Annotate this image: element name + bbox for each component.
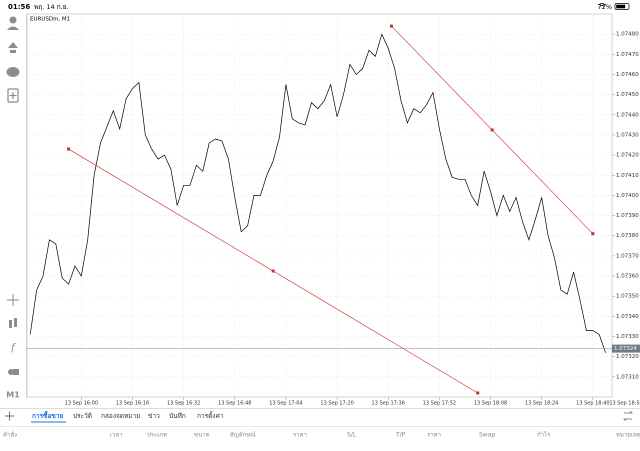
battery-level: [616, 4, 626, 9]
indicators-icon[interactable]: f: [10, 343, 17, 354]
x-tick-label: 13 Sep 18:40: [576, 401, 609, 407]
column-header: S/L: [347, 432, 357, 439]
tab[interactable]: บันทึก: [169, 412, 186, 420]
x-tick-label: 13 Sep 16:48: [218, 401, 251, 407]
y-tick-label: 1.07410: [616, 173, 639, 179]
plot: 1.07324: [27, 24, 640, 395]
new-order-icon[interactable]: [7, 88, 19, 103]
y-tick-label: 1.07450: [616, 92, 639, 98]
column-header: คำสั่ง: [3, 431, 17, 439]
status-time: 01:56: [8, 3, 30, 11]
trend-handle: [591, 232, 595, 236]
tab[interactable]: ข่าว: [148, 412, 160, 420]
battery-percent: 72%: [598, 3, 612, 11]
x-tick-label: 13 Sep 18:56: [609, 401, 640, 407]
y-tick-label: 1.07430: [616, 132, 639, 138]
y-tick-label: 1.07330: [616, 334, 639, 340]
account-icon-body: [7, 26, 19, 30]
account-icon[interactable]: [9, 16, 17, 24]
column-header: ราคา: [427, 432, 441, 439]
y-tick-label: 1.07420: [616, 153, 639, 159]
trend-handle: [476, 391, 480, 395]
y-tick-label: 1.07310: [616, 374, 639, 380]
new-order-plus: [9, 92, 17, 99]
column-header: กำไร: [537, 431, 551, 439]
battery-icon: [614, 3, 630, 10]
x-tick-label: 13 Sep 16:32: [167, 401, 200, 407]
y-tick-label: 1.07340: [616, 314, 639, 320]
y-tick-label: 1.07460: [616, 72, 639, 78]
column-header: ขนาด: [194, 432, 210, 439]
y-tick-label: 1.07400: [616, 193, 639, 199]
x-tick-label: 13 Sep 16:00: [65, 401, 98, 407]
y-tick-label: 1.07480: [616, 32, 639, 38]
column-header: สัญลักษณ์: [230, 431, 256, 439]
column-header: ราคา: [293, 432, 307, 439]
trend-handle: [389, 24, 393, 28]
y-tick-label: 1.07360: [616, 274, 639, 280]
column-header: คำสั่ง เวลา ประเภท ขนาด สัญลักษณ์ ราคา S/L T/P ร…: [3, 431, 640, 439]
trend-handle: [490, 128, 494, 132]
x-tick-label: 13 Sep 17:20: [320, 401, 353, 407]
x-tick-label: 13 Sep 17:36: [372, 401, 405, 407]
column-header: Swap: [479, 432, 495, 439]
status-date: พฤ. 14 ก.ย.: [34, 3, 69, 11]
tab[interactable]: ประวัติ: [73, 412, 92, 420]
tab[interactable]: การซื้อขาย: [32, 410, 63, 420]
price-line: [29, 33, 606, 353]
swap-icon[interactable]: [623, 410, 633, 422]
y-tick-label: 1.07470: [616, 52, 639, 58]
current-price-box: [612, 344, 640, 353]
y-tick-label: 1.07370: [616, 253, 639, 259]
y-tick-label: 1.07350: [616, 294, 639, 300]
y-tick-label: 1.07320: [616, 354, 639, 360]
tab[interactable]: กล่องจดหมาย: [101, 412, 140, 420]
y-tick-label: 1.07440: [616, 112, 639, 118]
candles-icon[interactable]: [9, 320, 12, 328]
crosshair-icon[interactable]: [7, 294, 19, 306]
x-tick-label: 13 Sep 16:16: [116, 401, 149, 407]
x-tick-label: 13 Sep 17:04: [269, 401, 302, 407]
left-toolbar: f M1: [6, 16, 20, 400]
trend-handle: [271, 269, 275, 273]
grid: 1.07310 1.07320 1.07330 1.07340 1.07350 1.073…: [27, 14, 640, 407]
column-header: เวลา: [110, 432, 122, 439]
objects-icon[interactable]: [8, 369, 14, 375]
column-header: T/P: [395, 432, 406, 439]
timeframe-button[interactable]: M1: [6, 391, 20, 400]
wifi-icon: [597, 3, 607, 7]
tab-bar: การซื้อขาย ประวัติ กล่องจดหมาย ข่าว บันทึก กา…: [31, 410, 224, 423]
add-button[interactable]: [5, 411, 14, 421]
y-tick-label: 1.07380: [616, 233, 639, 239]
column-header: ประเภท: [147, 432, 167, 439]
x-tick-label: 13 Sep 18:24: [525, 401, 558, 407]
column-header: หมายเหตุ: [616, 432, 640, 439]
x-tick-label: 13 Sep 17:52: [423, 401, 456, 407]
plot-frame: [26, 13, 613, 398]
y-tick-label: 1.07390: [616, 213, 639, 219]
current-price-label: 1.07324: [614, 346, 637, 352]
trend-handle: [67, 147, 71, 151]
trade-icon[interactable]: [8, 42, 18, 53]
chart-title: EURUSDm, M1: [30, 17, 70, 23]
chat-icon[interactable]: [6, 67, 20, 77]
candles-icon-b: [14, 318, 17, 327]
tab[interactable]: การตั้งค่า: [197, 411, 224, 420]
x-tick-label: 13 Sep 18:08: [474, 401, 507, 407]
objects-icon-b: [13, 369, 19, 375]
